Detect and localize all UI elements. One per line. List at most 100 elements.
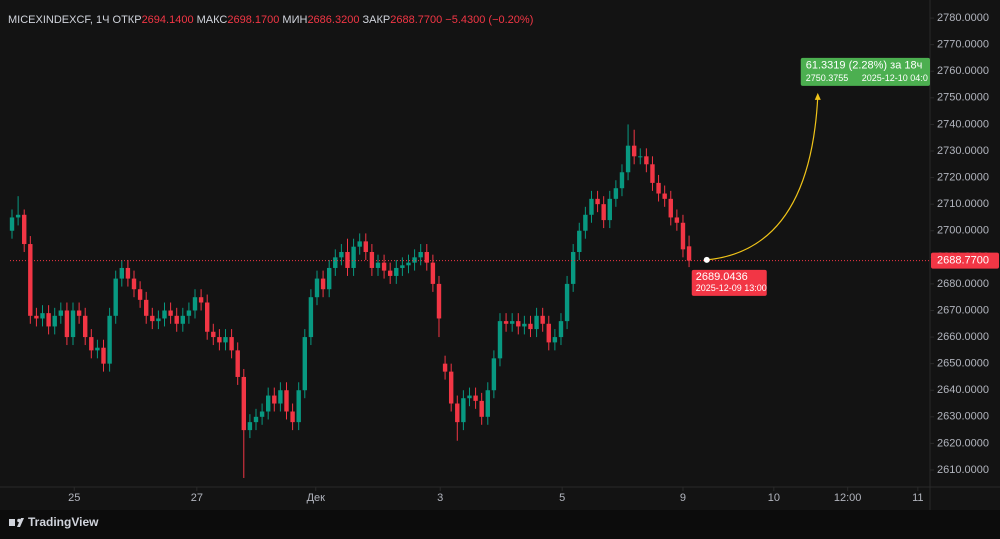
candle-body — [125, 267, 131, 279]
candle-body — [540, 315, 545, 324]
x-tick-label: 11 — [912, 492, 923, 504]
y-tick-label: 2760.0000 — [937, 65, 989, 77]
candle-body — [558, 321, 564, 338]
y-tick-label: 2610.0000 — [937, 464, 989, 476]
candle-body — [448, 371, 454, 404]
candle-body — [156, 318, 161, 322]
candle-body — [662, 193, 667, 199]
projection-badge — [800, 57, 930, 86]
candle-body — [503, 321, 509, 324]
candle-body — [113, 278, 118, 316]
y-tick-label: 2730.0000 — [937, 145, 989, 157]
high-label: МАКС — [197, 14, 228, 26]
symbol: MICEXINDEXCF, 1Ч — [8, 14, 109, 26]
candle-body — [180, 315, 186, 324]
footer-bar — [0, 510, 1000, 539]
candle-body — [680, 222, 686, 250]
candle-body — [656, 182, 661, 194]
y-tick-label: 2750.0000 — [937, 92, 989, 104]
candle-body — [625, 145, 631, 173]
candle-body — [211, 331, 216, 338]
candle-body — [9, 217, 15, 231]
y-tick-label: 2700.0000 — [937, 225, 989, 237]
y-tick-label: 2720.0000 — [937, 171, 989, 183]
candle-body — [509, 321, 515, 324]
last-price-badge — [931, 252, 999, 269]
candle-body — [613, 188, 619, 199]
candle-body — [381, 262, 387, 271]
candle-body — [418, 252, 423, 258]
candle-body — [144, 299, 149, 316]
close-label: ЗАКР — [363, 14, 391, 26]
candle-body — [70, 310, 76, 338]
candle-body — [46, 313, 51, 327]
candle-body — [217, 337, 222, 343]
candle-body — [442, 363, 448, 372]
candle-body — [601, 204, 606, 221]
candle-body — [302, 337, 307, 391]
candle-body — [650, 164, 655, 183]
projection-change: 61.3319 (2.28%) за 18ч — [806, 60, 923, 72]
candle-body — [326, 267, 332, 290]
candle-body — [284, 390, 289, 412]
candle-body — [638, 156, 643, 158]
brand-logo — [9, 518, 24, 527]
candle-body — [577, 230, 582, 253]
candle-body — [223, 337, 228, 343]
start-time: 2025-12-09 13:00 — [696, 283, 767, 293]
candle-body — [278, 390, 283, 404]
x-tick-label: 27 — [191, 492, 203, 504]
y-tick-label: 2620.0000 — [937, 437, 989, 449]
candle-body — [58, 310, 64, 316]
x-tick-label: 3 — [437, 492, 443, 504]
candle-body — [76, 310, 82, 316]
candle-body — [436, 283, 442, 319]
candle-body — [101, 347, 106, 364]
candle-body — [192, 297, 198, 311]
candle-body — [320, 278, 326, 290]
candle-body — [363, 241, 368, 253]
candle-body — [595, 198, 600, 205]
candle-body — [619, 172, 625, 189]
brand-name: TradingView — [28, 515, 99, 529]
candle-body — [247, 422, 253, 431]
close-value: 2688.7700 — [390, 14, 442, 26]
candle-body — [607, 198, 612, 221]
start-price: 2689.0436 — [696, 271, 748, 283]
x-tick-label: Дек — [307, 492, 326, 504]
ohlc-legend: MICEXINDEXCF, 1Ч ОТКР2694.1400 МАКС2698.… — [8, 14, 533, 26]
y-tick-label: 2640.0000 — [937, 384, 989, 396]
x-tick-label: 9 — [680, 492, 686, 504]
candle-body — [516, 321, 521, 327]
low-label: МИН — [282, 14, 307, 26]
candle-body — [296, 390, 301, 423]
projection-target-price: 2750.3755 — [806, 73, 849, 83]
y-tick-label: 2780.0000 — [937, 12, 989, 24]
y-tick-label: 2710.0000 — [937, 198, 989, 210]
candle-body — [290, 411, 295, 423]
candle-body — [357, 241, 362, 247]
candle-body — [259, 411, 265, 417]
candle-body — [375, 262, 381, 268]
x-tick-label: 12:00 — [834, 492, 862, 504]
candle-body — [204, 302, 210, 332]
candle-body — [235, 350, 240, 377]
candle-body — [400, 265, 405, 268]
candle-body — [131, 278, 137, 290]
y-tick-label: 2680.0000 — [937, 278, 989, 290]
open-value: 2694.1400 — [142, 14, 194, 26]
candle-body — [28, 244, 33, 316]
candle-body — [369, 252, 375, 268]
candle-body — [631, 145, 637, 157]
start-badge — [691, 269, 767, 296]
candle-body — [40, 313, 45, 319]
candle-body — [473, 395, 478, 401]
candle-body — [314, 278, 320, 298]
y-tick-label: 2670.0000 — [937, 304, 989, 316]
candle-body — [479, 400, 484, 417]
candle-body — [150, 315, 155, 322]
candle-body — [229, 337, 234, 351]
candle-body — [467, 395, 472, 399]
candle-body — [339, 252, 344, 258]
candle-body — [174, 315, 179, 324]
